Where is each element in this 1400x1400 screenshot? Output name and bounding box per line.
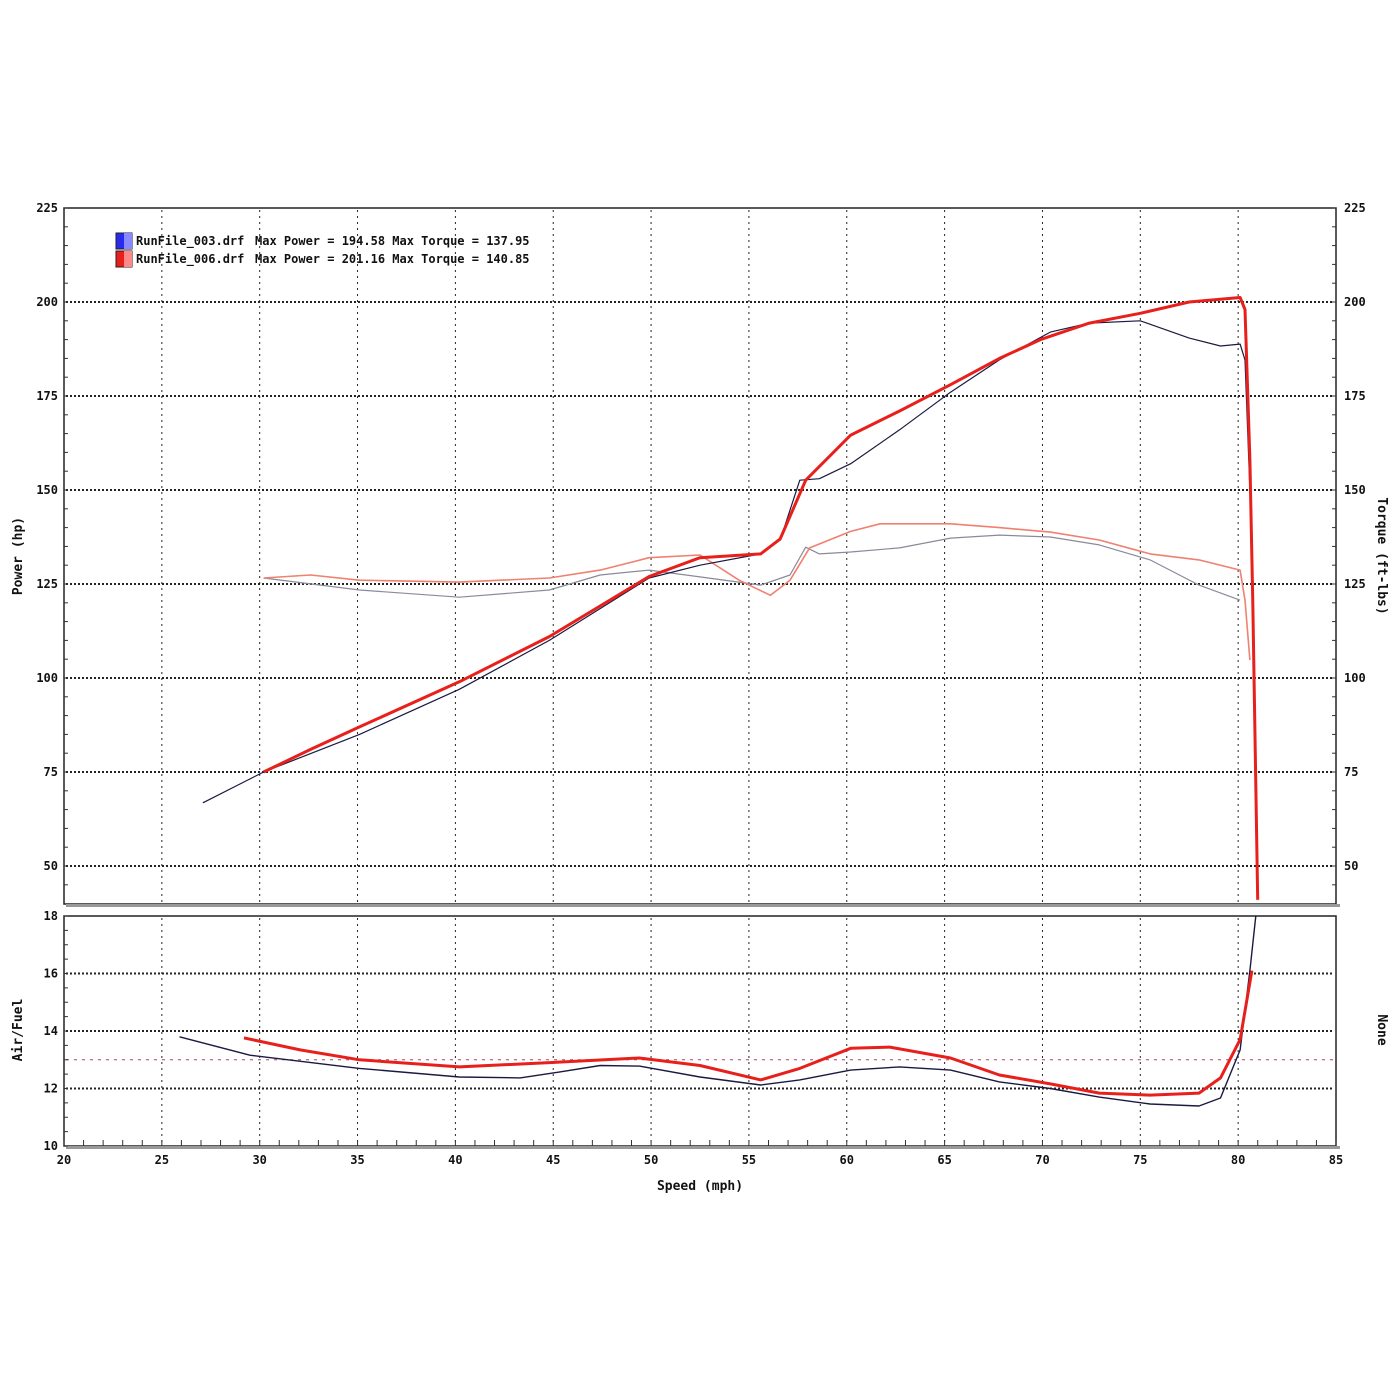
- y-axis-label-power: Power (hp): [11, 517, 26, 595]
- x-tick-label: 30: [252, 1153, 266, 1167]
- legend-text-run006: Max Power = 201.16 Max Torque = 140.85: [255, 252, 530, 266]
- power-torque-panel-shadow: [66, 904, 1340, 907]
- series-power-run003: [202, 320, 1251, 804]
- y-tick-label-power: 125: [36, 577, 58, 591]
- x-tick-label: 45: [546, 1153, 560, 1167]
- y2-tick-label-torque: 125: [1344, 577, 1366, 591]
- y-tick-label-power: 200: [36, 295, 58, 309]
- legend: RunFile_003.drf Max Power = 194.58 Max T…: [115, 232, 530, 268]
- y2-tick-label-torque: 150: [1344, 483, 1366, 497]
- x-tick-label: 80: [1231, 1153, 1245, 1167]
- y2-tick-label-torque: 100: [1344, 671, 1366, 685]
- series-air-fuel-run006: [243, 970, 1254, 1097]
- legend-text-run003: Max Power = 194.58 Max Torque = 137.95: [255, 234, 530, 248]
- y2-axis-label-torque: Torque (ft-lbs): [1374, 497, 1389, 614]
- y-tick-label-air-fuel: 18: [44, 909, 58, 923]
- y2-tick-label-torque: 75: [1344, 765, 1358, 779]
- y2-tick-label-torque: 225: [1344, 201, 1366, 215]
- y-tick-label-power: 100: [36, 671, 58, 685]
- y2-axis-label-none: None: [1374, 1014, 1389, 1045]
- air-fuel-panel-shadow: [66, 1146, 1340, 1149]
- y-tick-label-power: 150: [36, 483, 58, 497]
- power-torque-panel: [63, 207, 1337, 905]
- y-tick-label-power: 50: [44, 859, 58, 873]
- x-tick-label: 60: [840, 1153, 854, 1167]
- x-axis-label-speed: Speed (mph): [657, 1179, 743, 1194]
- x-tick-label: 85: [1329, 1153, 1343, 1167]
- y-tick-label-air-fuel: 14: [44, 1024, 58, 1038]
- x-tick-label: 50: [644, 1153, 658, 1167]
- series-torque-run003: [263, 534, 1241, 601]
- legend-file-run006: RunFile_006.drf: [136, 252, 244, 267]
- x-tick-label: 55: [742, 1153, 756, 1167]
- x-tick-label: 25: [155, 1153, 169, 1167]
- y-tick-label-power: 225: [36, 201, 58, 215]
- y2-tick-label-torque: 200: [1344, 295, 1366, 309]
- series-power-run006: [262, 296, 1260, 900]
- x-tick-label: 20: [57, 1153, 71, 1167]
- y-tick-label-air-fuel: 16: [44, 967, 58, 981]
- y2-tick-label-torque: 175: [1344, 389, 1366, 403]
- y2-tick-label-torque: 50: [1344, 859, 1358, 873]
- legend-file-run003: RunFile_003.drf: [136, 234, 244, 249]
- x-tick-label: 35: [350, 1153, 364, 1167]
- x-tick-label: 40: [448, 1153, 462, 1167]
- x-tick-label: 65: [937, 1153, 951, 1167]
- series-air-fuel-run003: [179, 915, 1257, 1107]
- y-axis-label-air-fuel: Air/Fuel: [11, 999, 26, 1062]
- x-tick-label: 75: [1133, 1153, 1147, 1167]
- series-torque-run006: [263, 522, 1251, 661]
- y-tick-label-air-fuel: 10: [44, 1139, 58, 1153]
- x-tick-label: 70: [1035, 1153, 1049, 1167]
- y-tick-label-power: 175: [36, 389, 58, 403]
- y-tick-label-air-fuel: 12: [44, 1082, 58, 1096]
- y-tick-label-power: 75: [44, 765, 58, 779]
